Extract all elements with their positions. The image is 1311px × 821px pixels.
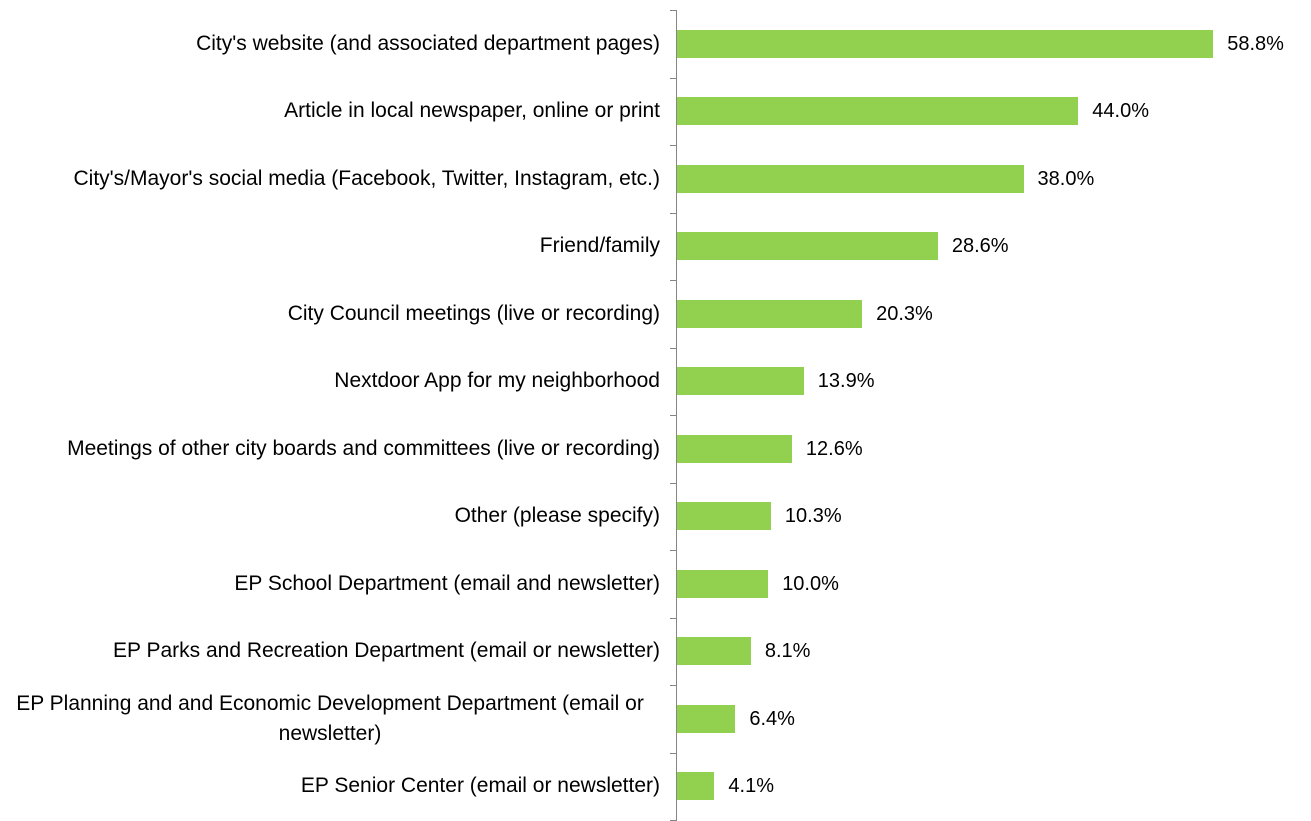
bar — [677, 232, 938, 261]
axis-tick — [670, 212, 677, 214]
category-label-box: City's website (and associated departmen… — [0, 10, 660, 78]
data-label: 38.0% — [1037, 167, 1095, 190]
bar — [677, 569, 769, 598]
category-label: Article in local newspaper, online or pr… — [284, 99, 660, 123]
bar — [677, 434, 792, 463]
axis-tick — [670, 415, 677, 416]
bar — [677, 367, 804, 396]
category-label-box: City's/Mayor's social media (Facebook, T… — [0, 145, 661, 213]
bar — [677, 29, 1214, 58]
category-label-box: EP Parks and Recreation Department (emai… — [0, 618, 660, 686]
bar — [677, 772, 715, 801]
bar — [677, 299, 863, 328]
category-label: Nextdoor App for my neighborhood — [334, 369, 660, 393]
category-label: EP Planning and and Economic Development… — [16, 691, 644, 745]
category-label-box: EP Planning and and Economic Development… — [0, 685, 660, 753]
bar — [677, 637, 751, 666]
category-label: City's website (and associated departmen… — [196, 31, 660, 55]
data-label: 13.9% — [817, 370, 875, 393]
axis-tick — [670, 550, 677, 551]
category-label-box: EP Senior Center (email or newsletter) — [0, 753, 660, 821]
category-label: City's/Mayor's social media (Facebook, T… — [73, 166, 661, 190]
data-label: 58.8% — [1227, 32, 1284, 55]
data-label: 10.0% — [782, 572, 839, 595]
category-label-box: Meetings of other city boards and commit… — [0, 415, 660, 483]
category-label-box: City Council meetings (live or recording… — [0, 280, 660, 348]
data-label: 20.3% — [876, 302, 933, 325]
axis-tick — [670, 77, 677, 79]
axis-tick — [670, 145, 677, 146]
category-label-box: EP School Department (email and newslett… — [0, 550, 660, 618]
axis-tick — [670, 617, 677, 619]
category-label: Meetings of other city boards and commit… — [67, 436, 660, 460]
axis-tick — [670, 347, 677, 349]
axis-tick — [670, 685, 677, 686]
axis-tick — [670, 10, 677, 11]
bar — [677, 164, 1024, 193]
data-label: 12.6% — [805, 437, 863, 460]
data-label: 8.1% — [764, 640, 811, 663]
category-label: City Council meetings (live or recording… — [287, 301, 660, 325]
category-label: EP Senior Center (email or newsletter) — [300, 774, 660, 798]
data-label: 28.6% — [951, 235, 1009, 258]
category-label: Other (please specify) — [454, 504, 660, 528]
data-label: 44.0% — [1092, 100, 1149, 123]
data-label: 4.1% — [728, 775, 774, 798]
category-label-box: Article in local newspaper, online or pr… — [0, 78, 660, 146]
category-label-box: Friend/family — [0, 213, 660, 281]
bar — [677, 97, 1079, 126]
category-label: EP Parks and Recreation Department (emai… — [112, 639, 660, 663]
axis-tick — [670, 752, 677, 754]
category-label: EP School Department (email and newslett… — [234, 571, 660, 595]
category-label-box: Other (please specify) — [0, 483, 660, 551]
axis-tick — [670, 280, 677, 281]
bar — [677, 704, 736, 733]
data-label: 6.4% — [749, 707, 795, 730]
axis-tick — [670, 482, 677, 484]
category-label: Friend/family — [539, 234, 660, 258]
category-label-box: Nextdoor App for my neighborhood — [0, 348, 660, 416]
data-label: 10.3% — [784, 505, 842, 528]
bar — [677, 502, 771, 531]
